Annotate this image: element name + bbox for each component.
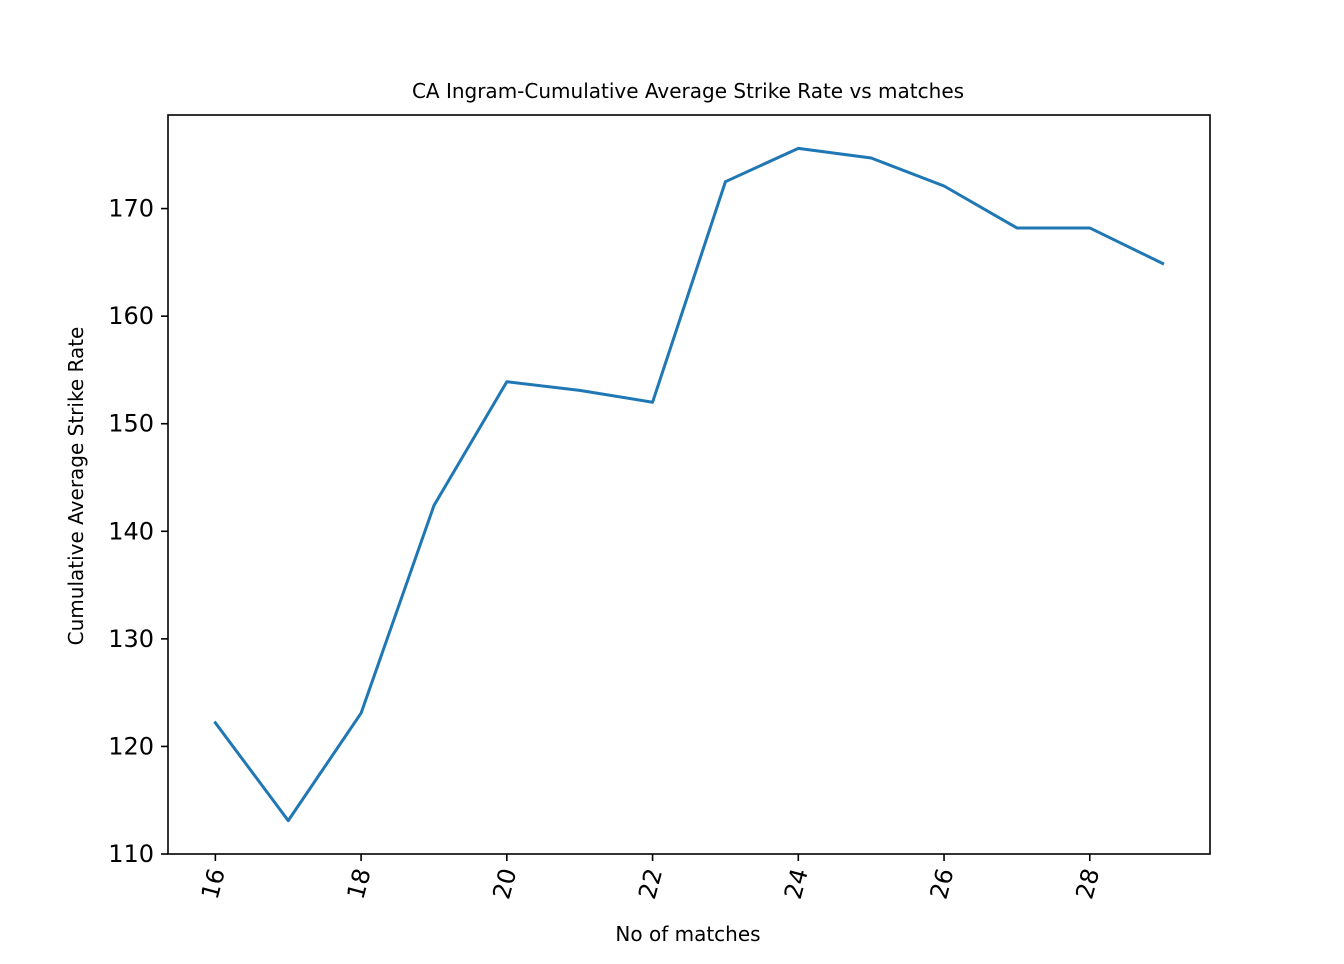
y-tick-label: 160 bbox=[108, 302, 154, 330]
plot-frame bbox=[167, 114, 1211, 855]
y-axis: 110 120 130 140 150 160 170 bbox=[108, 195, 168, 868]
y-tick-label: 170 bbox=[108, 195, 154, 223]
y-tick-label: 140 bbox=[108, 517, 154, 545]
series-line-0 bbox=[213, 146, 1165, 823]
y-tick-label: 120 bbox=[108, 732, 154, 760]
y-tick-label: 130 bbox=[108, 625, 154, 653]
chart-title: CA Ingram-Cumulative Average Strike Rate… bbox=[412, 79, 964, 103]
plot-area bbox=[213, 146, 1165, 823]
y-tick-label: 110 bbox=[108, 840, 154, 868]
y-tick-label: 150 bbox=[108, 410, 154, 438]
x-axis-label: No of matches bbox=[615, 922, 760, 946]
y-axis-label: Cumulative Average Strike Rate bbox=[64, 327, 88, 646]
